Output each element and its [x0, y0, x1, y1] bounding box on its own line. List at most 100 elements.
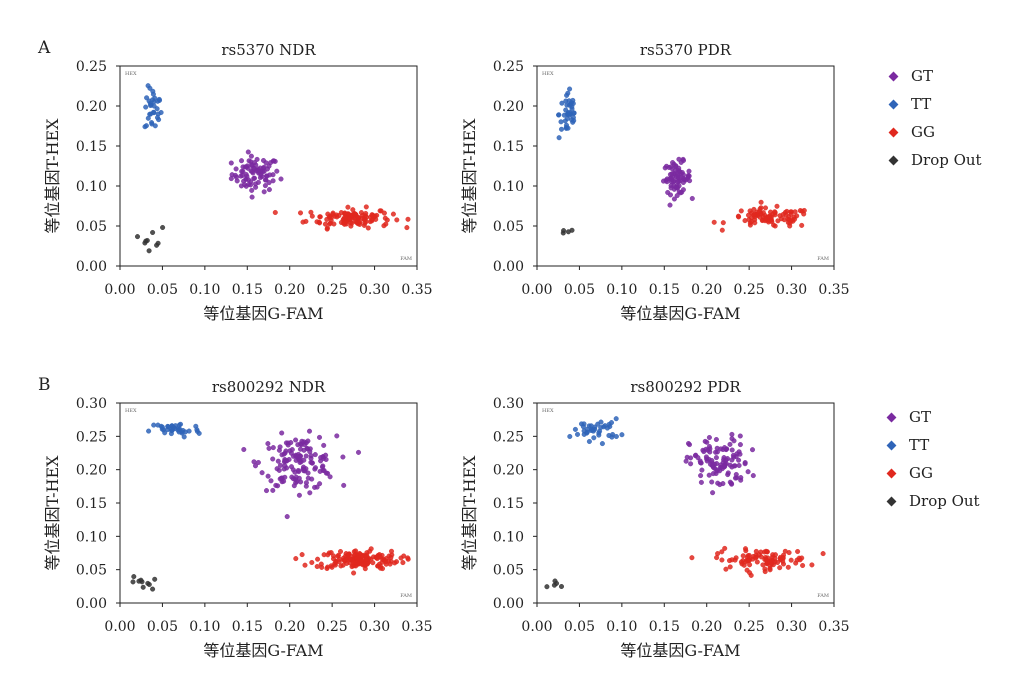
point-gg	[690, 555, 695, 560]
point-gt	[300, 439, 305, 444]
point-gt	[240, 173, 245, 178]
point-gg	[789, 212, 794, 217]
point-gt	[328, 475, 333, 480]
point-gt	[267, 180, 272, 185]
point-tt	[150, 122, 155, 127]
point-gt	[665, 190, 670, 195]
point-gt	[271, 488, 276, 493]
point-gt	[312, 485, 317, 490]
y-tick-label: 0.30	[76, 396, 107, 412]
point-gt	[271, 445, 276, 450]
point-gt	[709, 480, 714, 485]
point-gt	[732, 464, 737, 469]
point-gt	[229, 161, 234, 166]
point-gg	[769, 561, 774, 566]
point-gg	[720, 228, 725, 233]
legend-item-gg: GG	[880, 118, 982, 146]
scatter-plot-3: rs800292 NDRHEXFAM0.00 0.05 0.10 0.15 0.20 0.…	[43, 378, 433, 660]
point-tt	[593, 425, 598, 430]
point-gg	[785, 209, 790, 214]
point-dropout	[141, 585, 146, 590]
point-tt	[144, 123, 149, 128]
y-tick-label: 0.20	[76, 99, 107, 115]
point-gt	[750, 447, 755, 452]
point-gt	[252, 176, 257, 181]
point-gg	[371, 560, 376, 565]
point-gg	[342, 558, 347, 563]
point-gg	[401, 560, 406, 565]
legend-bottom: GT TT GG Drop Out	[878, 403, 980, 515]
scatter-chart-grid: rs5370 NDRHEXFAM0.00 0.05 0.10 0.15 0.20 0.25…	[0, 0, 1024, 677]
x-tick-label: 0.30	[359, 282, 390, 298]
point-dropout	[152, 577, 157, 582]
point-gt	[715, 468, 720, 473]
point-tt	[614, 416, 619, 421]
point-tt	[157, 97, 162, 102]
point-gg	[338, 549, 343, 554]
point-tt	[573, 427, 578, 432]
point-gt	[233, 173, 238, 178]
x-tick-label: 0.35	[818, 282, 849, 298]
point-gg	[799, 223, 804, 228]
point-tt	[156, 117, 161, 122]
point-gt	[730, 432, 735, 437]
x-axis-label: 等位基因G-FAM	[203, 641, 323, 660]
x-tick-label: 0.00	[104, 619, 135, 635]
x-tick-label: 0.25	[734, 619, 765, 635]
point-tt	[146, 83, 151, 88]
legend-dropout-label: Drop Out	[909, 492, 980, 510]
point-gt	[277, 448, 282, 453]
point-tt	[564, 93, 569, 98]
y-tick-label: 0.10	[493, 179, 524, 195]
point-gt	[286, 443, 291, 448]
point-gt	[279, 431, 284, 436]
plot-frame	[537, 403, 834, 603]
point-gt	[687, 169, 692, 174]
point-gt	[274, 483, 279, 488]
point-tt	[180, 431, 185, 436]
x-axis-label: 等位基因G-FAM	[620, 641, 740, 660]
point-gt	[705, 459, 710, 464]
point-gg	[351, 207, 356, 212]
x-tick-label: 0.35	[401, 619, 432, 635]
point-gt	[738, 442, 743, 447]
x-tick-label: 0.10	[606, 619, 637, 635]
point-gt	[291, 454, 296, 459]
point-tt	[559, 120, 564, 125]
point-gg	[399, 556, 404, 561]
point-gt	[719, 447, 724, 452]
point-gt	[700, 468, 705, 473]
point-gt	[731, 455, 736, 460]
point-gg	[329, 550, 334, 555]
y-axis-label: 等位基因T-HEX	[460, 118, 479, 234]
point-gg	[755, 560, 760, 565]
y-tick-label: 0.00	[493, 259, 524, 275]
point-gt	[317, 481, 322, 486]
x-tick-label: 0.35	[818, 619, 849, 635]
point-gg	[310, 560, 315, 565]
legend-gt-label: GT	[911, 67, 933, 85]
legend-gt-marker	[889, 71, 899, 81]
x-tick-label: 0.35	[401, 282, 432, 298]
point-gg	[724, 567, 729, 572]
point-gt	[714, 461, 719, 466]
y-axis-label: 等位基因T-HEX	[43, 455, 62, 571]
point-gg	[821, 551, 826, 556]
y-tick-label: 0.15	[76, 139, 107, 155]
point-gg	[792, 217, 797, 222]
point-gg	[787, 550, 792, 555]
point-gg	[727, 558, 732, 563]
point-gg	[763, 569, 768, 574]
x-axis-label: 等位基因G-FAM	[620, 304, 740, 323]
point-gg	[385, 218, 390, 223]
y-tick-label: 0.20	[76, 463, 107, 479]
point-tt	[176, 428, 181, 433]
point-gg	[389, 549, 394, 554]
point-gg	[405, 225, 410, 230]
point-gg	[378, 566, 383, 571]
point-tt	[166, 424, 171, 429]
point-gt	[234, 167, 239, 172]
point-gg	[747, 563, 752, 568]
x-tick-label: 0.30	[359, 619, 390, 635]
point-gg	[788, 221, 793, 226]
